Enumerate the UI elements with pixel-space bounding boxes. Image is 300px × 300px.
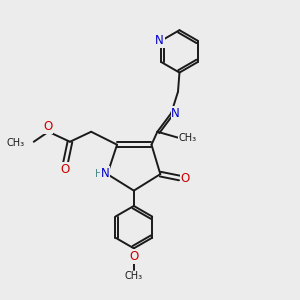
Text: O: O [43,120,52,133]
Text: N: N [100,167,109,180]
Text: N: N [171,107,180,120]
Text: O: O [180,172,189,185]
Text: CH₃: CH₃ [178,133,196,143]
Text: H: H [95,169,103,178]
Text: N: N [155,34,164,47]
Text: O: O [60,163,69,176]
Text: CH₃: CH₃ [7,138,25,148]
Text: O: O [129,250,139,263]
Text: CH₃: CH₃ [125,271,143,281]
